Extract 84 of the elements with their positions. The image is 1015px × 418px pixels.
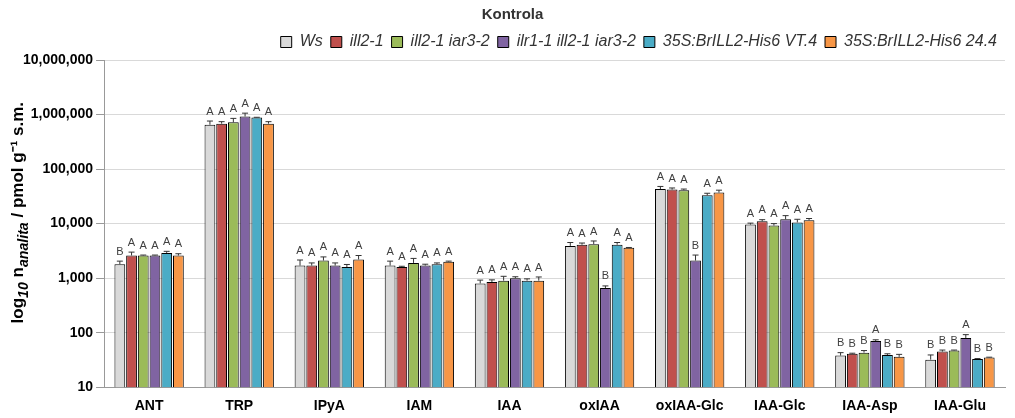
x-tick-label: IAA-Glu	[933, 397, 987, 414]
data-label: A	[308, 246, 317, 259]
data-label: A	[127, 235, 136, 248]
data-label: A	[590, 224, 599, 237]
data-label: A	[433, 246, 442, 259]
data-label: A	[139, 238, 148, 251]
data-label: A	[962, 318, 971, 331]
y-tick-label: 10,000	[50, 214, 94, 231]
data-label: A	[656, 169, 665, 182]
data-label: A	[163, 234, 172, 247]
x-tick-label: IAA-Glc	[754, 397, 806, 414]
y-tick-label: 10,000,000	[22, 50, 94, 67]
data-label: A	[296, 243, 305, 256]
data-label: A	[793, 202, 802, 215]
data-label: A	[229, 101, 238, 114]
data-label: A	[331, 246, 340, 259]
x-tick-label: oxIAA-Glc	[655, 397, 724, 414]
data-label: A	[409, 241, 418, 254]
x-tick-label: IAA	[497, 397, 522, 414]
data-label: A	[770, 207, 779, 220]
data-label: A	[511, 260, 520, 273]
data-label: B	[973, 342, 982, 355]
data-label: A	[668, 171, 677, 184]
data-label: A	[174, 237, 183, 250]
x-tick-label: IAM	[406, 397, 433, 414]
legend-label: ilr1-1 ill2-1 iar3-2	[516, 32, 636, 50]
data-label: A	[206, 104, 215, 117]
data-label: A	[421, 247, 430, 260]
data-label: A	[613, 226, 622, 239]
chart-title: Kontrola	[481, 5, 544, 23]
legend-label: 35S:BrILL2-His6 24.4	[844, 32, 998, 50]
legend-label: Ws	[299, 32, 323, 50]
y-tick-label: 1,000	[58, 268, 94, 285]
data-label: B	[927, 338, 935, 351]
data-label: A	[703, 176, 712, 189]
x-tick-label: oxIAA	[579, 397, 620, 414]
legend-label: ill2-1	[349, 32, 384, 50]
data-label: B	[860, 334, 868, 347]
data-label: A	[343, 248, 352, 261]
x-tick-label: IPyA	[313, 397, 345, 414]
data-label: B	[950, 333, 958, 346]
data-label: A	[535, 260, 544, 273]
x-tick-label: ANT	[134, 397, 164, 414]
data-label: A	[476, 263, 485, 276]
data-label: A	[758, 203, 767, 216]
data-label: A	[398, 249, 407, 262]
data-label: A	[781, 199, 790, 212]
data-label: B	[601, 269, 610, 282]
data-label: B	[895, 337, 903, 350]
data-label: A	[217, 105, 226, 118]
data-label: A	[264, 105, 273, 118]
legend-label: ill2-1 iar3-2	[410, 32, 490, 50]
data-label: B	[836, 336, 845, 349]
data-label: B	[985, 340, 993, 353]
data-label: A	[715, 173, 724, 186]
data-label: B	[116, 244, 124, 257]
data-label: A	[354, 239, 363, 252]
data-label: B	[883, 337, 892, 350]
data-label: A	[253, 100, 262, 113]
data-label: A	[578, 226, 587, 239]
data-label: B	[938, 333, 947, 346]
data-label: A	[746, 206, 755, 219]
data-label: A	[680, 172, 689, 185]
data-label: A	[151, 238, 160, 251]
y-tick-label: 100	[69, 323, 94, 340]
data-label: B	[691, 238, 700, 251]
data-label: A	[488, 263, 497, 276]
y-tick-label: 100,000	[42, 159, 94, 176]
data-label: A	[805, 202, 814, 215]
data-label: B	[848, 336, 856, 349]
data-label: A	[499, 259, 508, 272]
data-label: A	[319, 240, 328, 253]
legend-label: 35S:BrILL2-His6 VT.4	[662, 32, 818, 50]
data-label: A	[241, 96, 250, 109]
data-label: A	[445, 244, 453, 257]
data-label: A	[872, 323, 881, 336]
data-label: A	[523, 262, 532, 275]
data-label: A	[625, 231, 634, 243]
data-label: A	[566, 226, 575, 239]
x-tick-label: IAA-Asp	[842, 397, 898, 414]
x-tick-label: TRP	[225, 397, 254, 414]
data-label: A	[386, 244, 395, 257]
y-tick-label: 1,000,000	[30, 105, 94, 122]
y-tick-label: 10	[77, 378, 94, 395]
